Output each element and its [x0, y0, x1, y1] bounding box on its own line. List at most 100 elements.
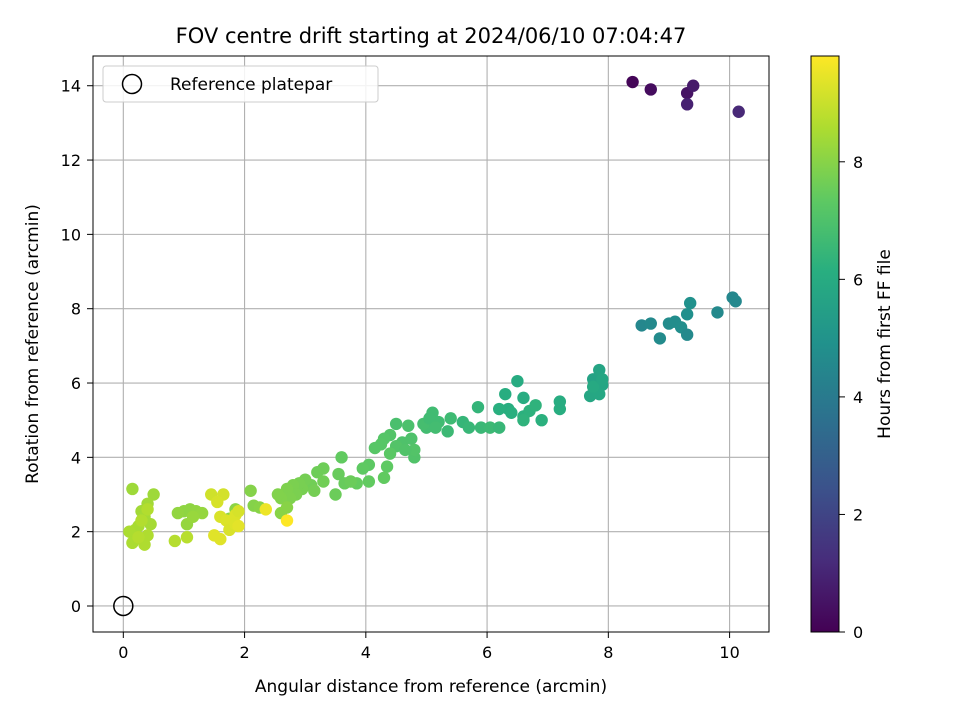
colorbar-tick-label: 0	[853, 623, 863, 642]
x-tick-label: 0	[118, 643, 128, 662]
data-point	[259, 503, 272, 516]
colorbar-tick-label: 4	[853, 388, 863, 407]
data-point	[280, 501, 294, 514]
x-axis-ticks: 0 2 4 6 8 10	[118, 632, 740, 662]
data-point	[683, 296, 697, 310]
data-point	[168, 534, 182, 548]
y-tick-label: 4	[71, 448, 81, 467]
data-point	[399, 443, 412, 457]
data-point	[389, 417, 403, 431]
x-tick-label: 8	[603, 643, 613, 662]
data-point	[126, 482, 139, 496]
data-point	[729, 295, 742, 308]
data-point	[344, 475, 357, 488]
data-point	[517, 413, 530, 427]
data-point	[332, 467, 345, 481]
y-tick-label: 10	[61, 225, 81, 244]
data-point	[644, 317, 657, 330]
legend: Reference platepar	[102, 65, 379, 103]
data-point	[626, 75, 639, 89]
y-tick-label: 0	[71, 597, 81, 616]
reference-marker-layer	[113, 595, 134, 617]
data-point	[405, 432, 418, 445]
data-point	[311, 466, 324, 479]
data-point	[462, 421, 476, 434]
y-tick-label: 2	[71, 523, 81, 542]
data-point	[368, 441, 382, 455]
data-points	[123, 75, 745, 551]
data-point	[211, 495, 224, 509]
y-tick-label: 8	[71, 300, 81, 319]
data-point	[505, 406, 518, 419]
data-point	[271, 488, 285, 501]
data-point	[644, 83, 657, 96]
data-point	[511, 374, 524, 388]
data-point	[186, 510, 200, 523]
data-point	[535, 413, 548, 427]
data-point	[517, 391, 530, 405]
data-point	[335, 451, 348, 464]
colorbar-tick-label: 2	[853, 505, 863, 524]
data-point	[680, 98, 694, 111]
y-axis-ticks: 0 2 4 6 8 10 12 14	[61, 77, 93, 616]
y-tick-label: 12	[61, 151, 81, 170]
data-point	[471, 400, 485, 414]
data-point	[499, 387, 512, 401]
data-point	[711, 306, 724, 319]
data-point	[123, 525, 136, 538]
y-axis-label: Rotation from reference (arcmin)	[23, 204, 43, 484]
data-point	[383, 447, 397, 460]
data-point	[408, 443, 421, 457]
data-point	[180, 531, 194, 544]
data-point	[280, 514, 294, 527]
x-tick-label: 10	[719, 643, 739, 662]
data-point	[441, 425, 454, 438]
data-point	[135, 514, 148, 527]
colorbar-tick-label: 6	[853, 270, 863, 289]
y-tick-label: 14	[61, 77, 81, 96]
x-tick-label: 6	[482, 643, 492, 662]
data-point	[493, 402, 506, 416]
data-point	[232, 519, 245, 533]
data-point	[132, 531, 145, 544]
x-tick-label: 4	[361, 643, 371, 662]
data-point	[553, 395, 567, 408]
data-point	[244, 484, 257, 497]
legend-entry-reference-platepar: Reference platepar	[170, 75, 332, 95]
gridlines	[93, 56, 769, 632]
data-point	[329, 488, 342, 501]
data-point	[141, 503, 154, 516]
data-point	[380, 460, 394, 473]
data-point	[732, 105, 745, 118]
data-point	[362, 475, 376, 488]
colorbar	[810, 55, 840, 633]
data-point	[214, 532, 227, 546]
legend-marker-icon	[121, 73, 143, 95]
colorbar-tick-label: 8	[853, 153, 863, 172]
data-point	[483, 421, 497, 434]
chart-title: FOV centre drift starting at 2024/06/10 …	[176, 24, 687, 48]
data-point	[596, 373, 609, 386]
data-point	[529, 399, 542, 412]
plot-frame	[92, 55, 770, 633]
data-point	[653, 332, 667, 345]
data-point	[232, 505, 245, 518]
x-tick-label: 2	[239, 643, 249, 662]
data-point	[687, 79, 700, 92]
data-point	[429, 421, 442, 434]
data-point	[171, 506, 185, 520]
data-point	[444, 412, 457, 425]
data-point	[308, 484, 321, 497]
data-point	[147, 488, 160, 501]
y-tick-label: 6	[71, 374, 81, 393]
data-point	[356, 462, 369, 475]
data-point	[377, 471, 391, 484]
data-point	[402, 419, 415, 432]
reference-platepar-marker	[113, 595, 134, 617]
colorbar-ticks: 0 2 4 6 8	[839, 153, 863, 642]
data-point	[493, 421, 506, 434]
data-point	[680, 328, 694, 341]
x-axis-label: Angular distance from reference (arcmin)	[255, 677, 607, 697]
colorbar-label: Hours from first FF file	[875, 249, 895, 439]
